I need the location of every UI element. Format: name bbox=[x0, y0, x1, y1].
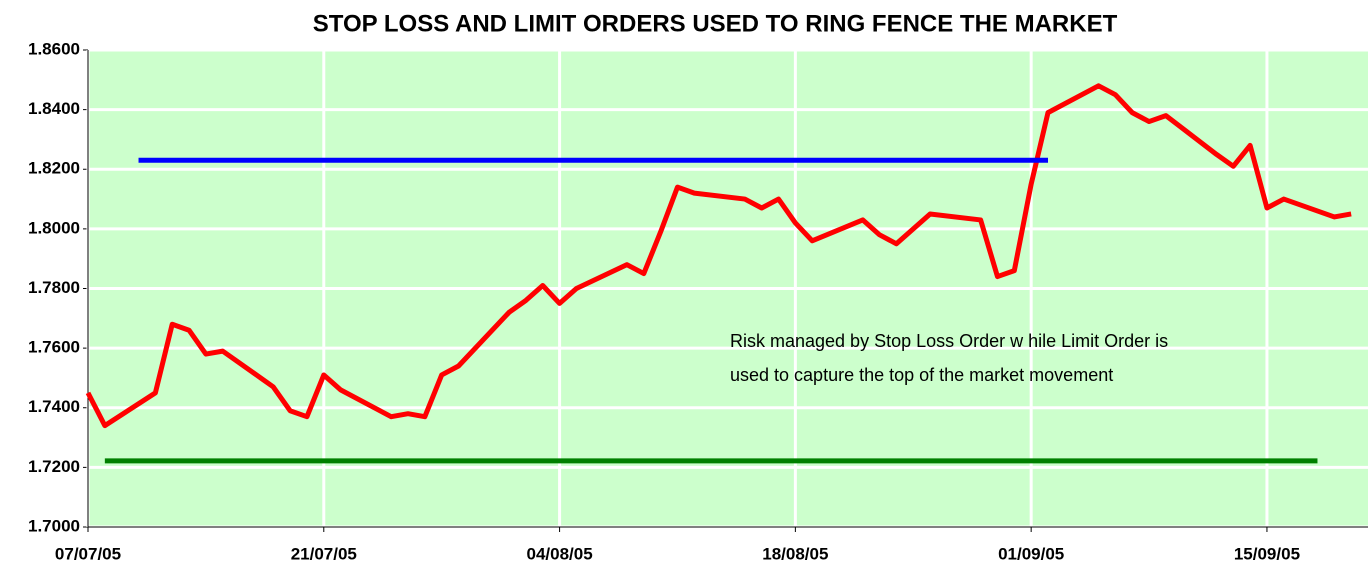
y-tick-label: 1.7400 bbox=[28, 397, 80, 416]
x-tick-label: 07/07/05 bbox=[55, 544, 121, 563]
x-tick-label: 04/08/05 bbox=[526, 544, 592, 563]
annotation: Risk managed by Stop Loss Order w hile L… bbox=[730, 331, 1168, 351]
annotation: used to capture the top of the market mo… bbox=[730, 365, 1113, 385]
y-tick-label: 1.8400 bbox=[28, 99, 80, 118]
x-tick-label: 21/07/05 bbox=[291, 544, 357, 563]
y-tick-label: 1.8600 bbox=[28, 39, 80, 58]
y-tick-label: 1.7600 bbox=[28, 338, 80, 357]
x-tick-label: 15/09/05 bbox=[1234, 544, 1300, 563]
y-tick-label: 1.7200 bbox=[28, 457, 80, 476]
x-tick-label: 18/08/05 bbox=[762, 544, 828, 563]
y-tick-label: 1.7800 bbox=[28, 278, 80, 297]
x-tick-label: 01/09/05 bbox=[998, 544, 1064, 563]
y-tick-label: 1.8000 bbox=[28, 218, 80, 237]
chart-title: STOP LOSS AND LIMIT ORDERS USED TO RING … bbox=[313, 10, 1118, 37]
y-tick-label: 1.7000 bbox=[28, 516, 80, 535]
y-tick-label: 1.8200 bbox=[28, 159, 80, 178]
series-line bbox=[85, 83, 1352, 429]
